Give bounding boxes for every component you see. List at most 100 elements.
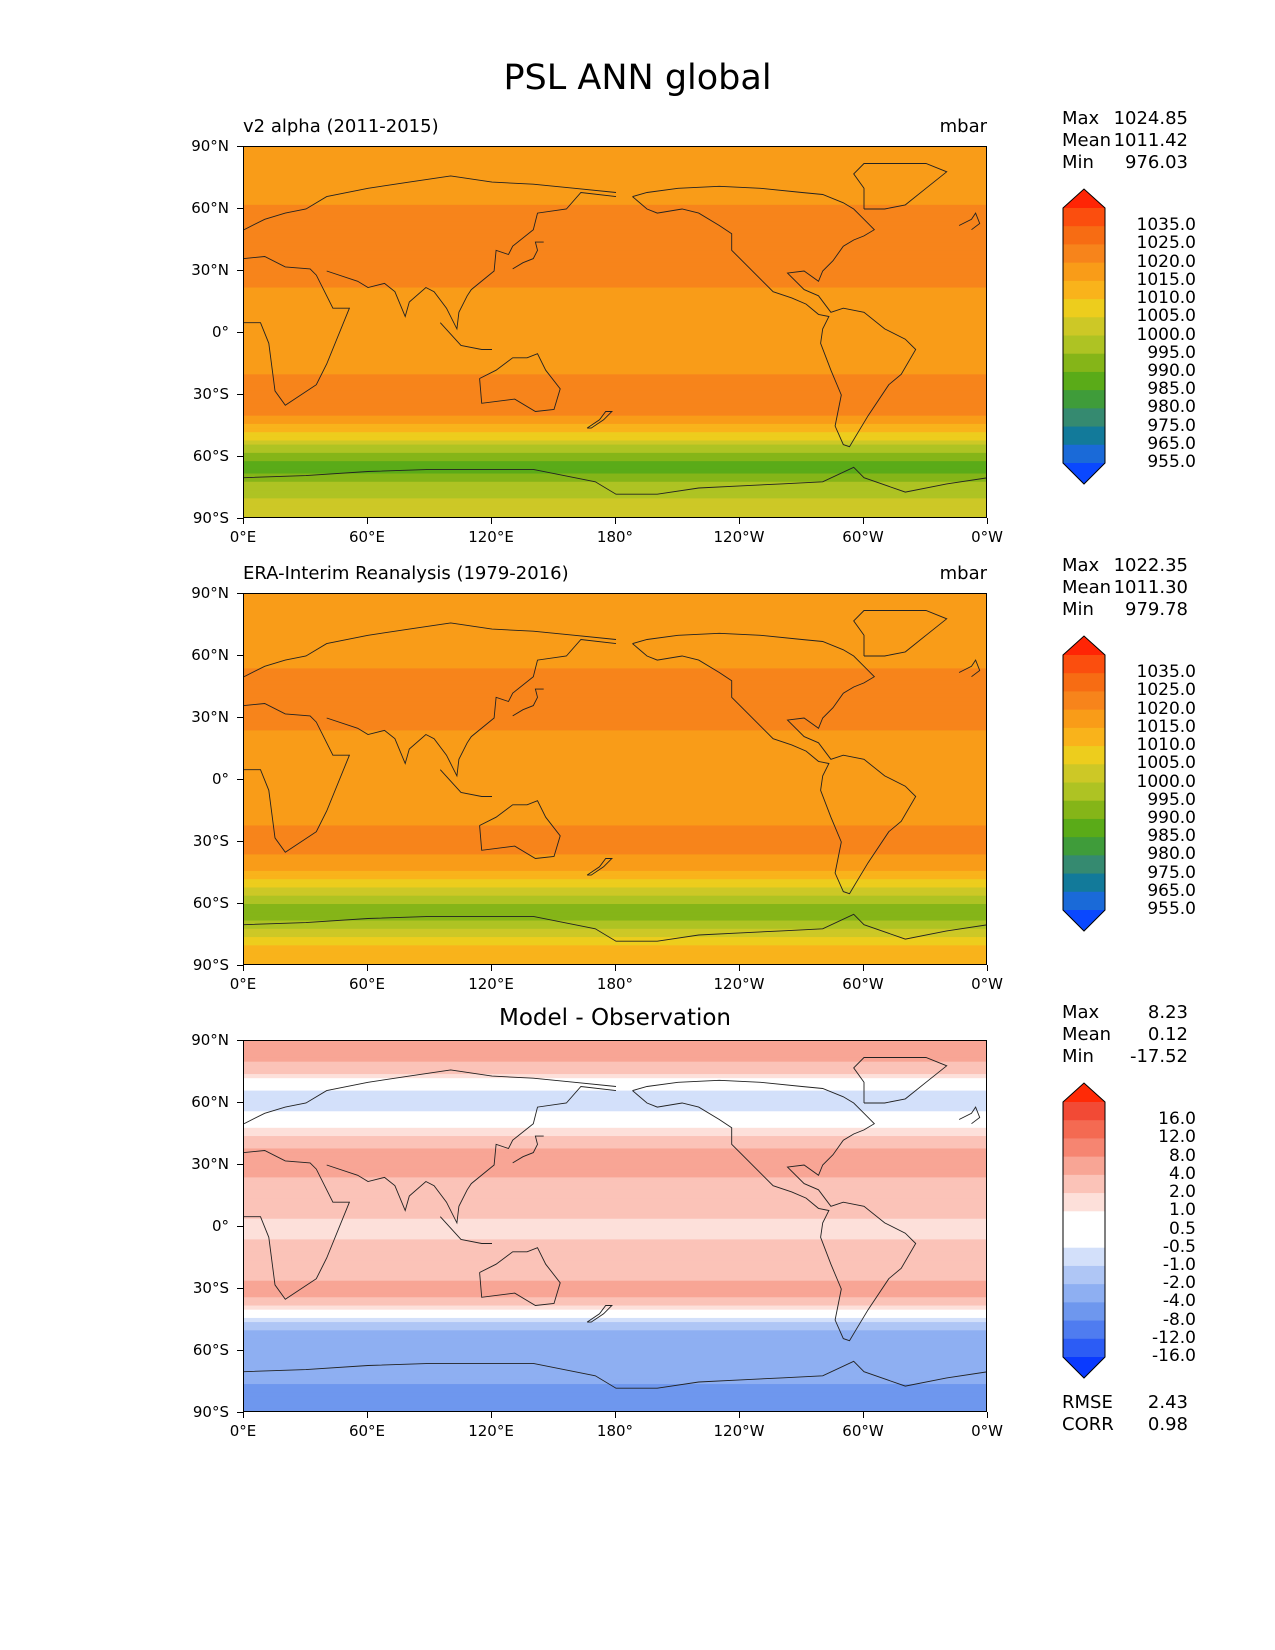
field-band <box>244 242 986 247</box>
coastline <box>479 353 561 412</box>
field-band <box>244 854 986 860</box>
stat-value: 0.12 <box>1147 1024 1188 1045</box>
y-tick-label: 90°N <box>191 1031 229 1049</box>
colorbar-segment <box>1063 1174 1105 1194</box>
field-band <box>244 697 986 703</box>
field-band <box>244 1404 986 1410</box>
colorbar-label: 980.0 <box>1147 397 1196 418</box>
colorbar-segment <box>1063 818 1105 838</box>
field-band <box>244 1392 986 1398</box>
colorbar-segment <box>1063 1211 1105 1230</box>
colorbar-label: 990.0 <box>1147 807 1196 828</box>
y-tick-mark <box>237 1411 243 1413</box>
field-band <box>244 904 986 909</box>
field-band <box>244 1136 986 1141</box>
x-tick-label: 180° <box>596 528 634 546</box>
coastline <box>244 466 986 495</box>
field-band <box>244 1169 986 1174</box>
colorbar-label: 1025.0 <box>1136 233 1196 254</box>
field-band <box>244 457 986 462</box>
colorbar-label: 990.0 <box>1147 360 1196 381</box>
field-band <box>244 1160 986 1166</box>
coastline <box>244 1069 617 1125</box>
field-band <box>244 436 986 442</box>
field-band <box>244 477 986 483</box>
stat-value: -17.52 <box>1129 1046 1188 1067</box>
coastline <box>244 913 986 942</box>
field-band <box>244 1235 986 1240</box>
field-band <box>244 594 986 599</box>
colorbar-label: 1020.0 <box>1136 251 1196 272</box>
coastline <box>958 659 981 678</box>
field-band <box>244 258 986 264</box>
field-band <box>244 221 986 227</box>
field-band <box>244 713 986 719</box>
colorbar-segment <box>1063 1156 1105 1176</box>
field-band <box>244 763 986 769</box>
field-band <box>244 448 986 454</box>
field-band <box>244 188 986 194</box>
field-band <box>244 817 986 822</box>
field-band <box>244 399 986 404</box>
field-band <box>244 514 986 517</box>
field-band <box>244 1272 986 1278</box>
field-band <box>244 1260 986 1265</box>
colorbar-segment <box>1063 244 1105 264</box>
field-band <box>244 1268 986 1274</box>
field-band <box>244 1144 986 1150</box>
field-band <box>244 184 986 189</box>
field-band <box>244 825 986 831</box>
colorbar-label: 980.0 <box>1147 844 1196 865</box>
colorbar-segment <box>1063 1284 1105 1303</box>
colorbar-label: -0.5 <box>1162 1236 1196 1257</box>
x-tick-mark <box>862 518 864 524</box>
coastline <box>244 175 617 231</box>
field-band <box>244 1148 986 1154</box>
colorbar-label: -1.0 <box>1162 1254 1196 1275</box>
colorbar <box>1062 1082 1106 1383</box>
field-band <box>244 1069 986 1075</box>
field-band <box>244 726 986 731</box>
x-tick-label: 120°W <box>713 975 765 993</box>
colorbar-label: 1.0 <box>1168 1200 1196 1221</box>
field-band <box>244 1384 986 1389</box>
y-tick-label: 30°N <box>191 708 229 726</box>
stat-label: Max <box>1062 108 1100 129</box>
colorbar-label: 965.0 <box>1147 433 1196 454</box>
colorbar-label: 975.0 <box>1147 415 1196 436</box>
colorbar-svg <box>1062 635 1106 932</box>
colorbar-segment <box>1063 655 1105 674</box>
map-panel <box>243 1040 987 1412</box>
field-band <box>244 1239 986 1245</box>
field-band <box>244 485 986 491</box>
colorbar-label: 4.0 <box>1168 1163 1196 1184</box>
y-tick-mark <box>237 207 243 209</box>
field-band <box>244 386 986 392</box>
footer-stat-value: 2.43 <box>1147 1392 1188 1413</box>
y-tick-mark <box>237 902 243 904</box>
colorbar-label: 965.0 <box>1147 880 1196 901</box>
coastline <box>958 212 981 231</box>
field-band <box>244 1338 986 1344</box>
x-tick-mark <box>242 965 244 971</box>
y-tick-label: 60°S <box>192 447 229 465</box>
y-tick-mark <box>237 331 243 333</box>
coastline <box>512 241 544 270</box>
field-band <box>244 432 986 437</box>
y-tick-mark <box>237 1287 243 1289</box>
field-band <box>244 481 986 487</box>
colorbar-segment <box>1063 855 1105 875</box>
stat-value: 8.23 <box>1147 1002 1188 1023</box>
field-band <box>244 262 986 268</box>
field-band <box>244 850 986 855</box>
x-tick-label: 120°E <box>468 528 514 546</box>
y-tick-label: 90°S <box>192 509 229 527</box>
stat-label: Max <box>1062 555 1100 576</box>
stat-label: Mean <box>1062 577 1112 598</box>
field-band <box>244 945 986 951</box>
field-band <box>244 1408 986 1411</box>
colorbar-outline <box>1062 1082 1106 1379</box>
x-tick-label: 180° <box>596 975 634 993</box>
y-tick-mark <box>237 269 243 271</box>
y-tick-mark <box>237 778 243 780</box>
